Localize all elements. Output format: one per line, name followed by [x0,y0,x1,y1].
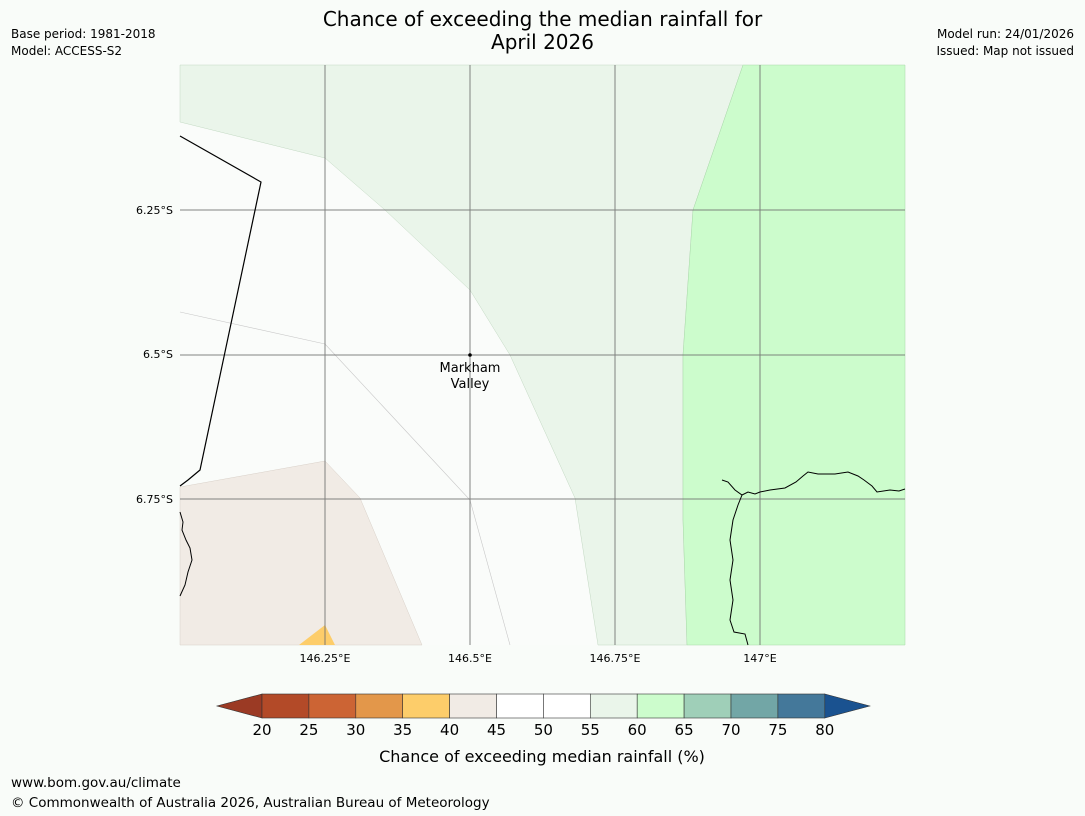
map-title-line2: April 2026 [491,30,594,54]
colorbar-label: Chance of exceeding median rainfall (%) [379,747,705,766]
colorbar-tick-label: 45 [487,721,506,739]
colorbar-segment [589,693,638,719]
colorbar-tick-label: 70 [721,721,740,739]
region-35-40 [299,625,335,645]
border-line [179,135,262,487]
contour-line [179,311,511,646]
colorbar-segment [261,693,310,719]
meta-left: Base period: 1981-2018 Model: ACCESS-S2 [11,26,156,60]
gridlines [180,65,905,645]
footer-url[interactable]: www.bom.gov.au/climate [11,775,181,791]
coastline-west [179,511,193,597]
region-40-45 [179,460,423,646]
colorbar-tick-label: 30 [346,721,365,739]
base-period: Base period: 1981-2018 [11,27,156,41]
colorbar-tick-label: 55 [581,721,600,739]
colorbar-under-arrow [215,693,263,719]
model-run: Model run: 24/01/2026 [936,27,1074,41]
coastline-east [721,471,906,496]
colorbar-tick-label: 65 [675,721,694,739]
colorbar-segment [730,693,779,719]
colorbar-tick-label: 35 [393,721,412,739]
model-name: Model: ACCESS-S2 [11,44,123,58]
colorbar-tick-label: 60 [628,721,647,739]
footer-copyright: © Commonwealth of Australia 2026, Austra… [11,795,490,811]
colorbar-segment [777,693,826,719]
colorbar-segment [308,693,357,719]
colorbar-segment [636,693,685,719]
place-label-line2: Valley [451,377,490,392]
lat-label: 6.25°S [136,204,173,217]
markham-valley-marker [468,353,472,357]
issued-status: Issued: Map not issued [936,44,1074,58]
lon-label: 146.75°E [590,652,641,665]
colorbar-segment [449,693,497,719]
lat-label: 6.5°S [143,348,173,361]
lon-label: 146.5°E [448,652,492,665]
colorbar-tick-label: 25 [299,721,318,739]
lon-label: 147°E [743,652,776,665]
colorbar-tick-label: 80 [815,721,834,739]
colorbar-tick-label: 75 [768,721,787,739]
colorbar-segment [496,693,544,719]
colorbar-tick-label: 40 [440,721,459,739]
place-label-line1: Markham [440,361,501,376]
colorbar-tick-label: 50 [534,721,553,739]
meta-right: Model run: 24/01/2026 Issued: Map not is… [936,26,1074,60]
colorbar-segment [683,693,732,719]
colorbar-over-arrow [824,693,871,719]
colorbar-tick-label: 20 [252,721,271,739]
map-title: Chance of exceeding the median rainfall … [0,8,1085,54]
map-title-line1: Chance of exceeding the median rainfall … [322,7,763,31]
lat-label: 6.75°S [136,493,173,506]
map-panel: Markham Valley [179,64,906,646]
colorbar-segment [355,693,403,719]
lon-label: 146.25°E [300,652,351,665]
colorbar: 20 25 30 35 40 45 50 55 60 65 70 75 80 [215,693,871,739]
river-or-coast-south [729,494,749,646]
colorbar-segment [543,693,591,719]
colorbar-segment [402,693,450,719]
